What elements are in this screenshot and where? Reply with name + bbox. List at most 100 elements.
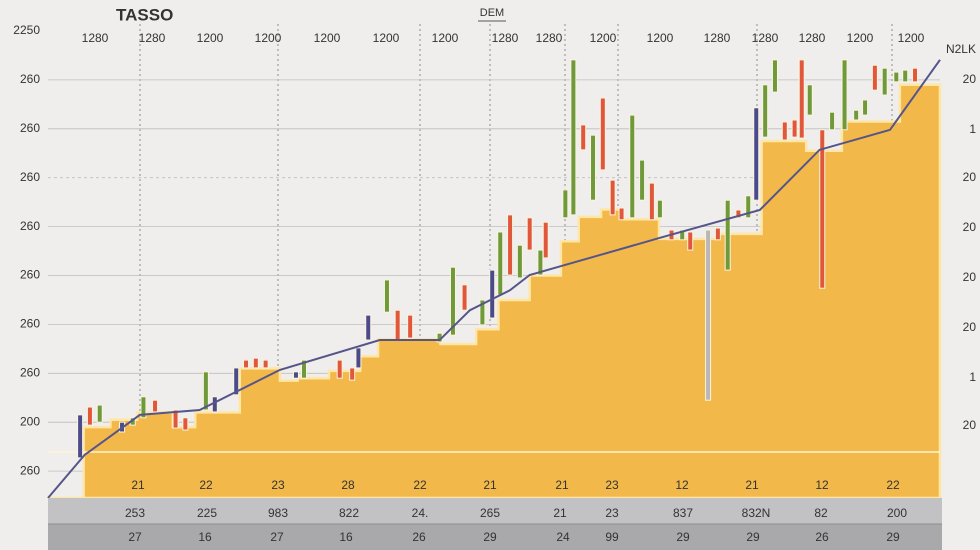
bottom-label: 23: [605, 478, 619, 492]
chart-title: TASSO: [116, 5, 173, 24]
bottom-label: 21: [131, 478, 145, 492]
candle: [902, 69, 909, 83]
footer-label: 253: [125, 506, 145, 520]
candle: [724, 199, 731, 271]
candle: [507, 214, 514, 276]
plot: [47, 59, 942, 500]
footer-label: 27: [128, 530, 142, 544]
y-tick-label: 260: [20, 317, 40, 331]
candle: [202, 371, 209, 411]
candle: [182, 417, 189, 431]
footer-label: 29: [676, 530, 690, 544]
trend-line: [47, 59, 941, 499]
bottom-label: 28: [341, 478, 355, 492]
footer-label: 837: [673, 506, 693, 520]
candle: [893, 71, 900, 83]
footer-label: 225: [197, 506, 217, 520]
candle: [639, 159, 646, 201]
candle: [349, 367, 356, 381]
bottom-label: 23: [271, 478, 285, 492]
candle: [233, 367, 240, 396]
candle: [912, 67, 919, 83]
candle: [609, 179, 616, 216]
top-label: 1280: [704, 31, 731, 45]
candle: [526, 217, 533, 251]
chart-subtitle: DEM: [480, 7, 504, 19]
footer-label: 29: [483, 530, 497, 544]
y-tick-label: 260: [20, 121, 40, 135]
footer-label: 16: [339, 530, 353, 544]
candle: [841, 59, 848, 131]
top-label: 1280: [82, 31, 109, 45]
footer-label: 26: [815, 530, 829, 544]
candle: [829, 111, 836, 131]
top-label: 1200: [432, 31, 459, 45]
candle: [590, 134, 597, 201]
y-tick-label: 260: [20, 365, 40, 379]
top-label: 1280: [752, 31, 779, 45]
footer-label: 23: [605, 506, 619, 520]
bottom-label: 22: [199, 478, 213, 492]
candle: [394, 309, 401, 341]
bottom-label: 21: [745, 478, 759, 492]
candle: [753, 107, 760, 201]
candle: [407, 314, 414, 339]
candle: [735, 209, 742, 219]
candle: [798, 59, 805, 139]
y-tick-label: 260: [20, 170, 40, 184]
candle: [580, 124, 587, 151]
footer-label: 822: [339, 506, 359, 520]
y-tick-label: 260: [20, 268, 40, 282]
footer-stripe: [48, 498, 942, 524]
candle: [262, 359, 269, 369]
right-label: N2LK: [946, 42, 976, 56]
top-label: 1280: [492, 31, 519, 45]
candle: [516, 244, 523, 279]
top-label: 1200: [314, 31, 341, 45]
footer-label: 24: [556, 530, 570, 544]
footer-label: 16: [198, 530, 212, 544]
candle: [871, 64, 878, 91]
right-label: 20: [963, 72, 977, 86]
candle: [542, 221, 549, 259]
bottom-label: 21: [555, 478, 569, 492]
candle: [292, 371, 299, 379]
top-label: 1280: [139, 31, 166, 45]
candle: [705, 229, 712, 401]
footer-label: 983: [268, 506, 288, 520]
candle: [537, 249, 544, 276]
footer-label: 29: [886, 530, 900, 544]
candle: [172, 409, 179, 429]
right-label: 20: [963, 270, 977, 284]
y-tick-label: 260: [20, 219, 40, 233]
candle: [140, 396, 147, 419]
top-label: 1280: [536, 31, 563, 45]
candle: [791, 119, 798, 138]
candle: [301, 359, 308, 379]
top-label: 1200: [590, 31, 617, 45]
candle: [365, 314, 372, 341]
candle: [687, 231, 694, 251]
right-label: 20: [963, 170, 977, 184]
top-label: 1200: [255, 31, 282, 45]
candle: [656, 199, 663, 219]
top-label: 1280: [799, 31, 826, 45]
candle: [745, 195, 752, 219]
bottom-label: 21: [483, 478, 497, 492]
footer-label: 26: [412, 530, 426, 544]
top-label: 1200: [197, 31, 224, 45]
bottom-label: 22: [886, 478, 900, 492]
bottom-label: 12: [815, 478, 829, 492]
footer-label: 200: [887, 506, 907, 520]
candle: [355, 347, 362, 369]
candle: [771, 59, 778, 93]
candle: [562, 189, 569, 219]
candle: [449, 266, 456, 336]
top-label: 1200: [373, 31, 400, 45]
candle: [479, 299, 486, 326]
candle: [853, 109, 860, 121]
footer-label: 24.: [412, 506, 429, 520]
candle: [243, 359, 250, 369]
candle: [461, 284, 468, 311]
